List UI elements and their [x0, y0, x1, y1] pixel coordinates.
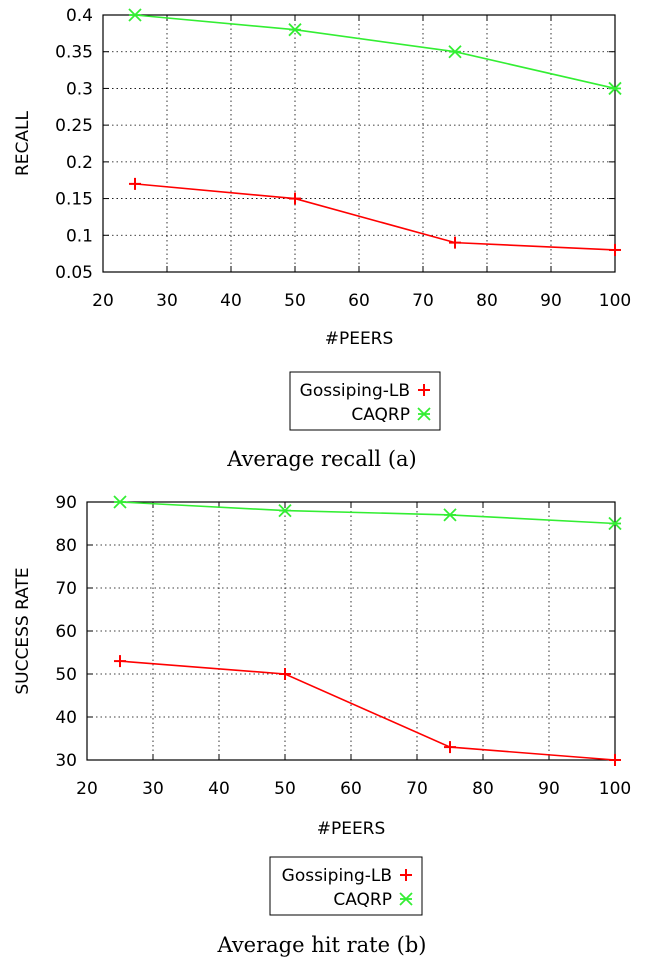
legend-marker: [399, 892, 413, 906]
chart-b: 20 30 40 50 60 70 80 90 100 30 40 50 60 70 80 90 #PEERS S…: [13, 493, 631, 957]
data-point: [608, 516, 622, 531]
legend-marker: [400, 869, 412, 881]
x-tick-label: 40: [220, 291, 242, 311]
x-tick-label: 60: [348, 291, 370, 311]
legend-label: Gossiping-LB: [282, 866, 392, 886]
data-point: [288, 23, 302, 37]
y-tick-label: 0.25: [55, 116, 93, 136]
y-tick-label: 90: [55, 493, 77, 513]
plot-frame: [102, 14, 616, 273]
series-caqrp: [113, 495, 622, 531]
x-tick-label: 60: [340, 779, 362, 799]
legend-box: [269, 856, 423, 916]
x-tick-label: 30: [156, 291, 178, 311]
data-point: [609, 243, 621, 256]
series-line: [119, 660, 616, 761]
y-tick-label: 0.2: [66, 153, 93, 173]
x-tick-label: 70: [412, 291, 434, 311]
x-tick-label: 50: [284, 291, 306, 311]
data-point: [113, 495, 127, 509]
x-tick-label: 100: [599, 291, 631, 311]
x-tick-label: 100: [599, 779, 631, 799]
figure-caption: Average hit rate (b): [217, 933, 427, 957]
y-tick-label: 0.3: [66, 79, 93, 99]
y-tick-label: 0.4: [66, 6, 93, 26]
x-axis-label: #PEERS: [325, 329, 394, 349]
y-tick-label: 50: [55, 665, 77, 685]
data-point: [279, 668, 291, 680]
x-tick-label: 90: [538, 779, 560, 799]
x-axis-label: #PEERS: [317, 819, 386, 839]
y-tick-label: 30: [55, 751, 77, 771]
x-tick-label: 80: [476, 291, 498, 311]
series-gossiping-lb: [114, 655, 621, 766]
legend-marker: [417, 407, 431, 421]
x-tick-label: 50: [274, 779, 296, 799]
x-tick-label: 20: [76, 779, 98, 799]
y-tick-label: 60: [55, 622, 77, 642]
x-tick-label: 20: [92, 291, 114, 311]
data-point: [444, 741, 456, 754]
legend-label: CAQRP: [333, 890, 392, 910]
legend-marker: [418, 384, 430, 396]
series-line: [134, 14, 616, 90]
y-axis-label: RECALL: [13, 110, 33, 176]
series-gossiping-lb: [129, 177, 621, 256]
legend: Gossiping-LB CAQRP: [269, 856, 423, 916]
data-point: [448, 45, 462, 59]
x-tick-label: 30: [142, 779, 164, 799]
y-tick-label: 40: [55, 708, 77, 728]
chart-a: 20 30 40 50 60 70 80 90 100 0.05 0.1 0.15 0.2 0.25 0.3…: [13, 6, 631, 471]
data-point: [608, 81, 622, 96]
legend-box: [289, 371, 441, 431]
y-tick-label: 80: [55, 536, 77, 556]
grid: [103, 15, 615, 272]
data-point: [129, 177, 141, 190]
y-tick-label: 70: [55, 579, 77, 599]
y-axis-label: SUCCESS RATE: [13, 567, 33, 694]
grid: [87, 502, 615, 760]
series-line: [119, 501, 616, 525]
y-tick-label: 0.15: [55, 190, 93, 210]
data-point: [289, 192, 301, 205]
series-caqrp: [128, 8, 622, 96]
data-point: [278, 503, 292, 518]
series-line: [134, 183, 616, 251]
data-point: [609, 754, 621, 766]
legend-label: Gossiping-LB: [300, 381, 410, 401]
figure-caption: Average recall (a): [226, 447, 416, 471]
legend: Gossiping-LB CAQRP: [289, 371, 441, 431]
x-tick-label: 70: [406, 779, 428, 799]
data-point: [449, 236, 461, 249]
x-tick-label: 40: [208, 779, 230, 799]
data-point: [128, 8, 142, 22]
x-tick-label: 80: [472, 779, 494, 799]
x-tick-label: 90: [540, 291, 562, 311]
legend-label: CAQRP: [351, 405, 410, 425]
y-tick-label: 0.1: [66, 226, 93, 246]
data-point: [443, 508, 457, 522]
plot-frame: [86, 501, 616, 761]
y-tick-label: 0.35: [55, 43, 93, 63]
y-tick-label: 0.05: [55, 263, 93, 283]
data-point: [114, 655, 126, 668]
